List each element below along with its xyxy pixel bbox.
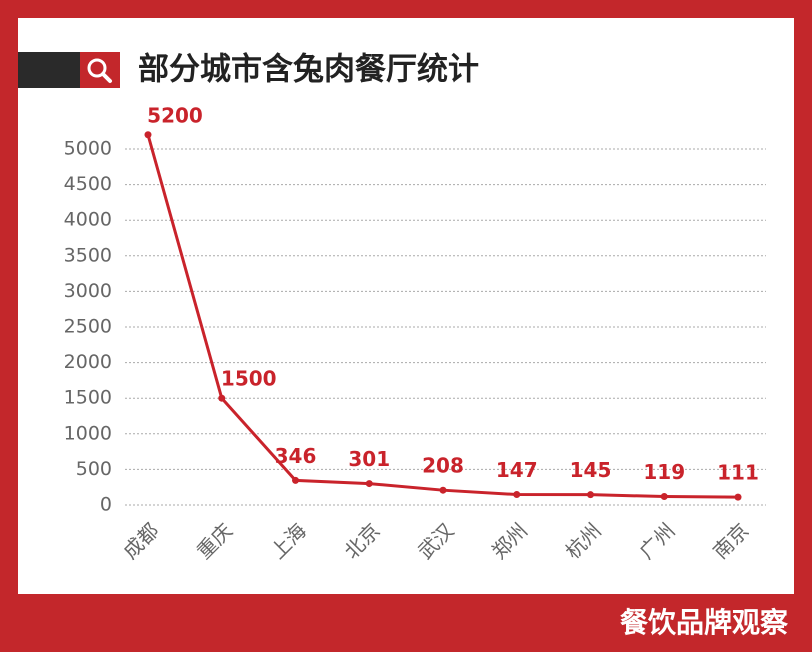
y-tick-label: 2000 [64, 351, 112, 373]
point [218, 394, 226, 402]
search-icon [87, 58, 107, 78]
y-tick-label: 1000 [64, 422, 112, 444]
chart-title: 部分城市含兔肉餐厅统计 [138, 52, 479, 88]
point [292, 476, 299, 484]
point [439, 486, 447, 494]
y-tick-label: 4000 [64, 209, 112, 231]
y-tick-label: 2500 [64, 316, 112, 338]
point [660, 493, 668, 501]
search-icon-handle [101, 72, 112, 83]
point [513, 491, 521, 499]
brand: 餐饮品牌观察 [620, 606, 789, 639]
value-label: 346 [275, 444, 317, 468]
point [587, 491, 594, 499]
title-bar [18, 52, 80, 88]
point [365, 480, 373, 488]
y-tick-label: 3000 [64, 280, 112, 302]
value-label: 208 [422, 454, 464, 478]
value-label: 147 [496, 458, 538, 482]
value-label: 5200 [147, 103, 203, 127]
value-label: 111 [717, 461, 759, 485]
icon-box [80, 52, 120, 88]
point [734, 493, 742, 501]
value-label: 1500 [221, 367, 277, 391]
y-tick-label: 1500 [64, 387, 112, 409]
y-tick-label: 5000 [64, 138, 112, 160]
value-label: 119 [643, 460, 685, 484]
y-tick-label: 0 [100, 494, 112, 516]
y-tick-label: 500 [76, 458, 112, 480]
point [144, 131, 152, 139]
value-label: 145 [570, 458, 612, 482]
y-tick-label: 3500 [64, 244, 112, 266]
panel [18, 18, 794, 594]
value-label: 301 [348, 447, 390, 471]
y-tick-label: 4500 [64, 173, 112, 195]
